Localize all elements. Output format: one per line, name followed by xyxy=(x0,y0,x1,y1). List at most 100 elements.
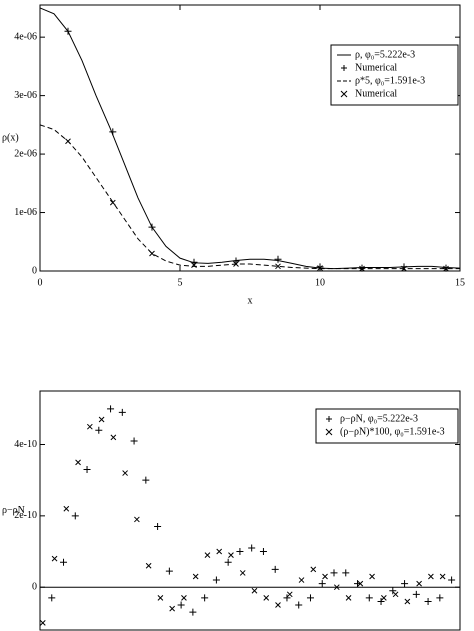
data-point xyxy=(98,416,105,423)
data-point xyxy=(333,584,340,591)
panel: 0 1e-06 2e-06 3e-06 4e-06 0 5 10 15 x ρ(x) ρ, φ₀=5.… xyxy=(2,4,465,306)
data-point xyxy=(424,597,432,605)
legend-marker xyxy=(325,428,333,436)
data-point xyxy=(48,594,56,602)
data-point xyxy=(169,605,176,612)
data-point xyxy=(192,573,199,580)
data-point xyxy=(189,608,197,616)
y-axis-label: ρ(x) xyxy=(2,132,19,143)
data-point xyxy=(359,265,365,272)
legend-label: (ρ−ρN)*100, φ₀=1.591e-3 xyxy=(340,426,445,437)
data-point xyxy=(191,262,197,269)
data-point xyxy=(157,595,164,601)
data-point xyxy=(283,594,291,602)
data-point xyxy=(65,138,71,145)
data-point xyxy=(60,558,68,566)
y-tick-label: 2e-06 xyxy=(14,148,37,159)
data-point xyxy=(342,569,350,577)
data-point xyxy=(51,555,58,562)
x-tick-label: 15 xyxy=(455,277,465,288)
data-point xyxy=(233,261,239,267)
data-point xyxy=(369,573,375,580)
data-point xyxy=(404,598,411,605)
data-point xyxy=(134,516,140,523)
legend-marker xyxy=(326,416,332,422)
x-tick-label: 10 xyxy=(315,277,325,288)
data-point xyxy=(271,565,279,573)
data-point xyxy=(216,548,223,555)
legend-label: ρ*5, φ₀=1.591e-3 xyxy=(355,75,425,86)
y-tick-label: 4e-06 xyxy=(14,31,37,42)
data-point xyxy=(316,263,324,271)
data-point xyxy=(64,27,72,35)
legend-label: ρ, φ₀=5.222e-3 xyxy=(355,49,415,60)
data-point xyxy=(317,265,323,271)
data-point xyxy=(142,476,150,484)
data-point xyxy=(204,552,211,558)
data-point xyxy=(274,255,282,263)
data-point xyxy=(165,567,173,575)
data-point xyxy=(377,597,385,605)
x-tick-label: 0 xyxy=(38,277,43,288)
data-point xyxy=(154,523,162,531)
data-point xyxy=(318,580,326,588)
data-point xyxy=(248,544,256,552)
data-point xyxy=(148,223,156,231)
data-point xyxy=(63,505,70,512)
data-point xyxy=(149,250,155,257)
data-point xyxy=(306,594,314,602)
data-point xyxy=(228,552,234,558)
data-point xyxy=(239,570,246,576)
data-point xyxy=(75,459,81,466)
data-point xyxy=(448,576,456,584)
data-point xyxy=(177,601,185,609)
data-line xyxy=(39,7,461,270)
data-point xyxy=(401,265,407,272)
data-point xyxy=(298,577,305,583)
data-point xyxy=(95,426,103,434)
legend: ρ, φ₀=5.222e-3 Numerical ρ*5, φ₀=1.591e-3 N… xyxy=(330,44,459,106)
legend-label: ρ−ρN, φ₀=5.222e-3 xyxy=(340,413,418,424)
legend-box xyxy=(330,44,459,106)
legend: ρ−ρN, φ₀=5.222e-3 (ρ−ρN)*100, φ₀=1.591e-3 xyxy=(315,408,459,444)
data-point xyxy=(201,594,209,602)
data-point xyxy=(224,558,232,566)
data-point xyxy=(436,594,444,602)
data-point xyxy=(365,594,373,602)
legend-box xyxy=(315,408,459,444)
plot-frame xyxy=(39,390,461,631)
data-point xyxy=(122,470,128,476)
y-tick-label: 0 xyxy=(32,265,37,276)
data-point xyxy=(263,595,270,601)
panel: 0 2e-10 4e-10 ρ−ρN ρ−ρN, φ₀=5.222e-3 (ρ−ρN)*1… xyxy=(2,390,461,631)
data-point xyxy=(412,590,420,598)
data-point xyxy=(236,548,244,556)
data-point xyxy=(389,587,397,595)
data-point xyxy=(295,601,303,609)
data-point xyxy=(212,576,220,584)
data-point xyxy=(251,587,258,594)
data-point xyxy=(107,405,115,413)
y-tick-label: 2e-10 xyxy=(14,510,37,521)
data-point xyxy=(286,591,293,598)
legend-label: Numerical xyxy=(355,88,397,99)
x-tick-label: 5 xyxy=(178,277,183,288)
y-tick-label: 3e-06 xyxy=(14,90,37,101)
data-point xyxy=(118,408,126,416)
data-point xyxy=(145,562,152,569)
data-point xyxy=(401,580,409,588)
data-point xyxy=(428,573,434,580)
y-tick-label: 1e-06 xyxy=(14,207,37,218)
data-point xyxy=(345,595,352,601)
data-point xyxy=(130,437,138,445)
legend-marker xyxy=(340,90,348,98)
legend-label: Numerical xyxy=(355,62,397,73)
data-point xyxy=(83,465,91,473)
data-point xyxy=(109,199,116,206)
data-point xyxy=(275,263,281,270)
data-point xyxy=(416,580,422,587)
x-axis-label: x xyxy=(248,295,253,306)
legend-marker xyxy=(341,65,347,71)
data-point xyxy=(392,591,399,598)
